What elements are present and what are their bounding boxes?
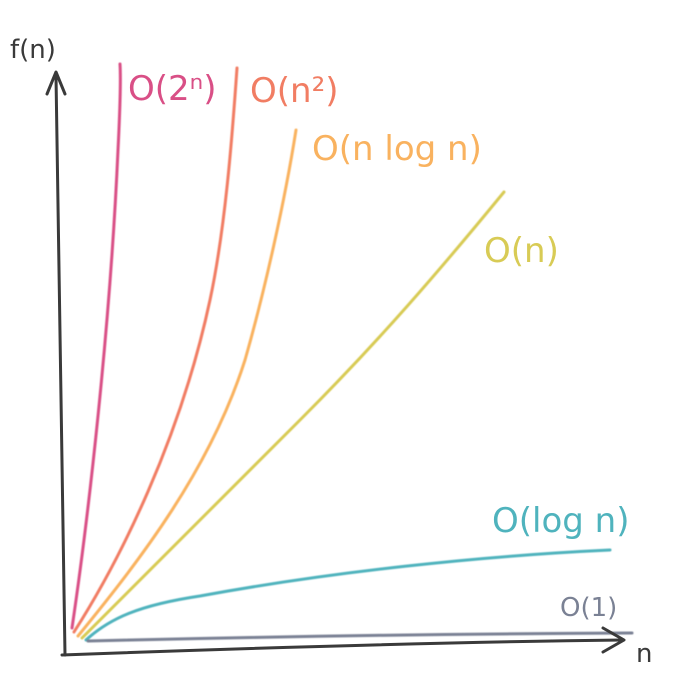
y-axis-label: f(n)	[10, 35, 56, 65]
series-label-exp: O(2ⁿ)	[128, 69, 216, 109]
series-line-log	[84, 548, 612, 642]
x-axis-label: n	[636, 639, 652, 669]
series-label-quadratic: O(n²)	[250, 71, 338, 111]
y-axis-arrow	[45, 70, 67, 96]
x-axis-arrow	[601, 626, 626, 654]
series-label-log: O(log n)	[492, 501, 629, 541]
series-line-constant	[86, 631, 634, 643]
series-label-linear: O(n)	[484, 231, 559, 271]
series-line-quadratic	[72, 66, 239, 634]
series-label-constant: O(1)	[560, 593, 617, 623]
series-line-linear	[80, 190, 506, 640]
y-axis-line	[54, 74, 67, 657]
x-axis-line	[60, 638, 624, 657]
series-line-nlogn	[76, 128, 298, 638]
axes	[45, 70, 626, 657]
series-line-exp	[70, 62, 122, 630]
series-label-nlogn: O(n log n)	[312, 129, 482, 169]
